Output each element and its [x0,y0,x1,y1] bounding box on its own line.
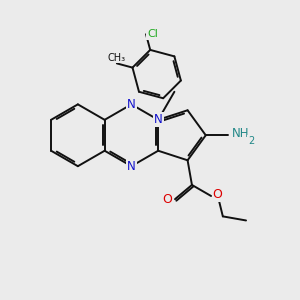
Text: NH: NH [232,127,250,140]
Text: 2: 2 [248,136,254,146]
Text: N: N [127,98,136,111]
Text: O: O [162,193,172,206]
Text: Cl: Cl [147,29,158,39]
Text: O: O [213,188,223,201]
Text: N: N [154,113,163,126]
Text: CH₃: CH₃ [108,52,126,62]
Text: N: N [127,160,136,173]
